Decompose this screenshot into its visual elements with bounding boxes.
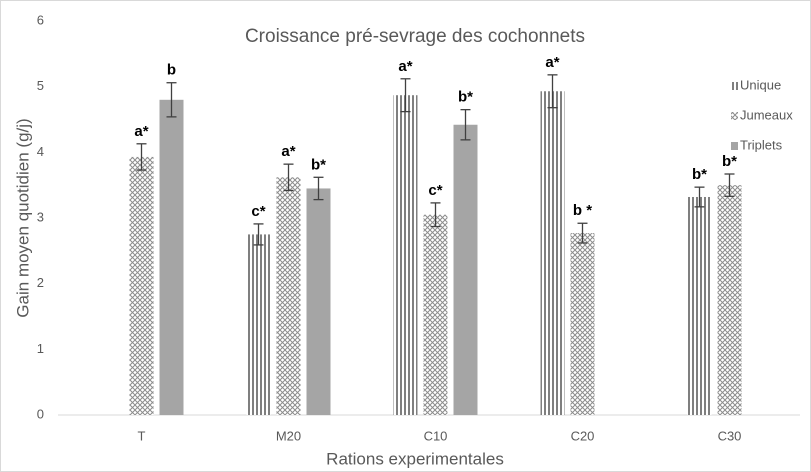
bar bbox=[423, 214, 448, 415]
bar bbox=[246, 234, 271, 415]
annotation: b bbox=[167, 62, 176, 79]
annotation: b* bbox=[311, 156, 326, 173]
bar bbox=[306, 188, 331, 415]
x-axis-label: Rations experimentales bbox=[326, 449, 504, 468]
bar bbox=[129, 156, 154, 415]
x-tick-label: C30 bbox=[718, 428, 742, 443]
legend-label: Jumeaux bbox=[740, 107, 793, 122]
bar bbox=[717, 185, 742, 415]
annotation: b* bbox=[458, 89, 473, 106]
bar bbox=[570, 233, 595, 415]
y-tick-label: 0 bbox=[37, 406, 44, 421]
x-tick-label: T bbox=[138, 428, 146, 443]
legend-label: Unique bbox=[740, 77, 781, 92]
annotation: b* bbox=[692, 166, 707, 183]
annotation: a* bbox=[398, 58, 412, 75]
y-tick-label: 5 bbox=[37, 78, 44, 93]
bar bbox=[453, 124, 478, 416]
y-tick-label: 3 bbox=[37, 209, 44, 224]
bar bbox=[159, 99, 184, 416]
annotation: b * bbox=[573, 202, 592, 219]
chart-title: Croissance pré-sevrage des cochonnets bbox=[245, 26, 585, 47]
annotation: a* bbox=[134, 123, 148, 140]
annotation: c* bbox=[428, 182, 442, 199]
annotation: c* bbox=[251, 203, 265, 220]
y-tick-label: 6 bbox=[37, 12, 44, 27]
y-tick-label: 1 bbox=[37, 341, 44, 356]
annotation: a* bbox=[545, 54, 559, 71]
legend-swatch bbox=[731, 82, 738, 90]
annotation: b* bbox=[722, 153, 737, 170]
legend-swatch bbox=[731, 142, 738, 150]
y-tick-label: 4 bbox=[37, 144, 44, 159]
bar bbox=[393, 95, 418, 415]
y-axis-label: Gain moyen quotidien (g/j) bbox=[13, 118, 32, 317]
annotation: a* bbox=[281, 143, 295, 160]
bar bbox=[540, 91, 565, 415]
legend-swatch bbox=[731, 112, 738, 120]
y-tick-label: 2 bbox=[37, 275, 44, 290]
x-tick-label: C20 bbox=[571, 428, 595, 443]
x-tick-label: M20 bbox=[276, 428, 301, 443]
bar bbox=[276, 177, 301, 415]
bar bbox=[687, 196, 712, 415]
legend-label: Triplets bbox=[740, 137, 783, 152]
x-tick-label: C10 bbox=[424, 428, 448, 443]
